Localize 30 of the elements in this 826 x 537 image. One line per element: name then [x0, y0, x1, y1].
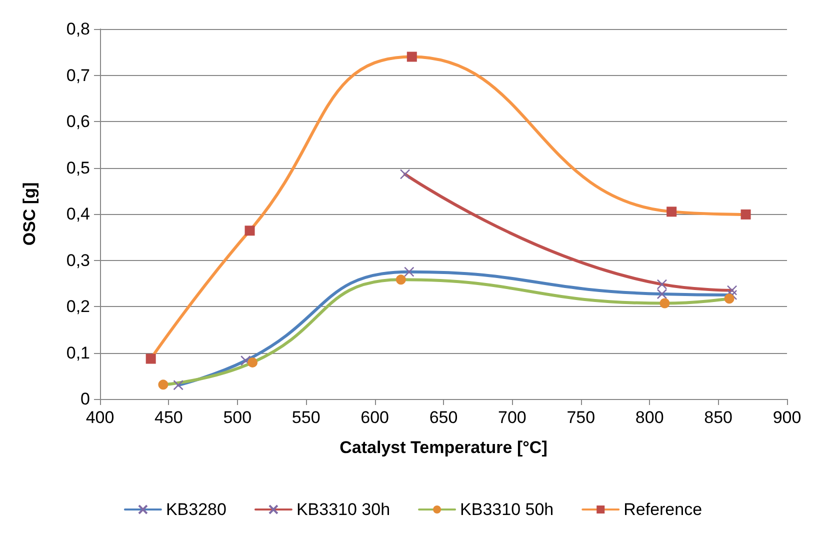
- legend-label: KB3280: [166, 500, 226, 519]
- y-tick-label: 0: [80, 390, 90, 408]
- point: [173, 380, 184, 390]
- x-axis-title: Catalyst Temperature [°C]: [340, 438, 548, 457]
- y-tick-label: 0,3: [66, 250, 90, 270]
- y-tick-label: 0,4: [66, 204, 90, 224]
- legend-label: KB3310 50h: [460, 500, 554, 519]
- y-tick-label: 0,2: [66, 297, 90, 316]
- x-tick-label: 550: [292, 408, 320, 427]
- x-tick-label: 400: [86, 408, 114, 427]
- x-tick-label: 600: [360, 408, 389, 427]
- y-tick-label: 0,5: [66, 158, 90, 178]
- y-tick-label: 0,7: [66, 66, 90, 85]
- y-tick-label: 0,8: [66, 20, 90, 38]
- x-tick-label: 700: [498, 408, 526, 427]
- x-tick-label: 850: [704, 408, 732, 427]
- x-tick-label: 450: [154, 408, 183, 427]
- legend-label: Reference: [624, 500, 702, 519]
- x-tick-label: 800: [635, 408, 664, 427]
- point: [240, 355, 251, 366]
- y-tick-label: 0,6: [66, 112, 90, 131]
- x-tick-label: 500: [223, 408, 252, 427]
- point: [404, 266, 414, 277]
- x-tick-label: 900: [772, 408, 802, 427]
- y-tick-label: 0,1: [66, 343, 90, 362]
- legend-label: KB3310 30h: [296, 500, 390, 519]
- x-tick-label: 650: [429, 408, 458, 427]
- y-axis-title: OSC [g]: [20, 182, 39, 246]
- point: [726, 290, 738, 300]
- x-tick-label: 750: [566, 408, 596, 427]
